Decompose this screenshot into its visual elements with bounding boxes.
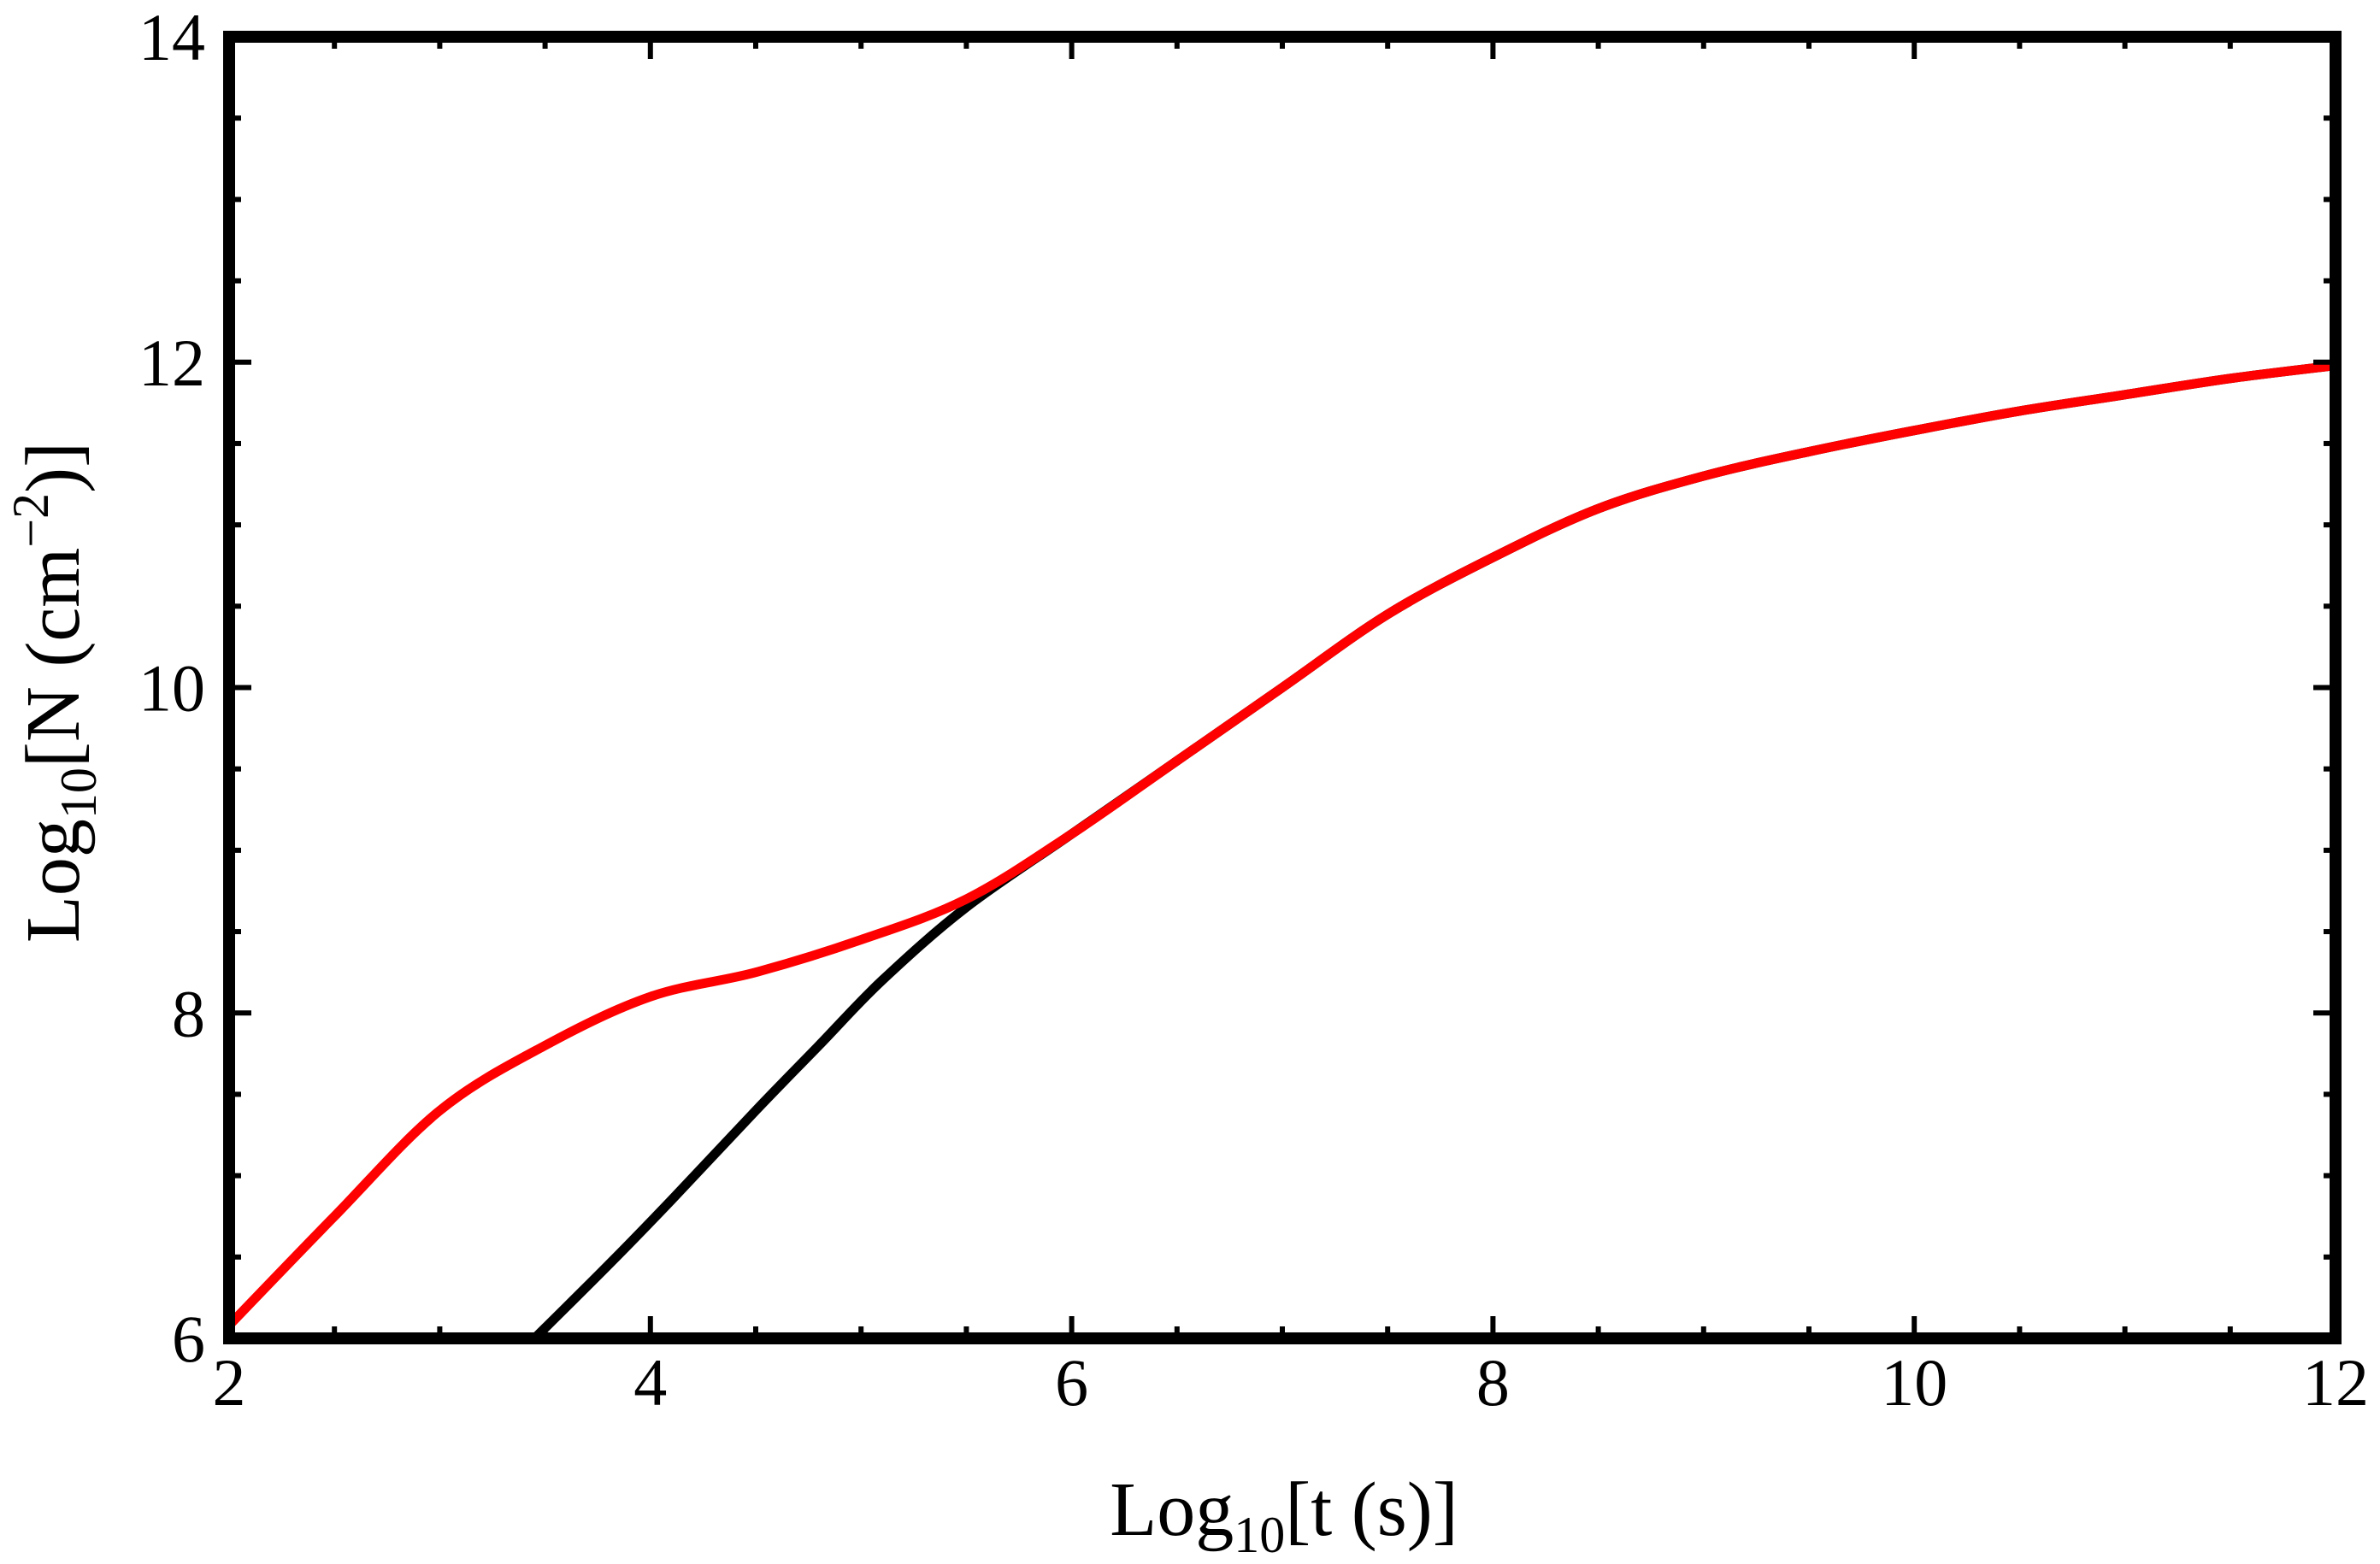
y-tick-label: 12 (138, 326, 205, 400)
tick-layer (227, 34, 2338, 1341)
series-layer (229, 361, 2336, 1338)
y-tick-label: 10 (138, 651, 205, 726)
x-tick-label: 12 (2302, 1345, 2369, 1420)
x-tick-label: 4 (633, 1345, 667, 1420)
series-line-0 (531, 361, 2336, 1338)
x-axis-label: Log10[t (s)] (1110, 1467, 1458, 1560)
y-tick-label: 8 (172, 976, 205, 1050)
series-line-1 (229, 361, 2336, 1329)
x-tick-label: 6 (1055, 1345, 1088, 1420)
x-tick-label: 8 (1476, 1345, 1510, 1420)
x-tick-label: 2 (213, 1345, 246, 1420)
y-tick-label: 14 (138, 0, 205, 74)
tick-label-layer: 2 4 6 8 10 12 6 8 10 12 14 (138, 0, 2369, 1420)
y-tick-label: 6 (172, 1302, 205, 1376)
x-tick-label: 10 (1881, 1345, 1947, 1420)
y-axis-label: Log10[N (cm−2)] (3, 442, 107, 943)
